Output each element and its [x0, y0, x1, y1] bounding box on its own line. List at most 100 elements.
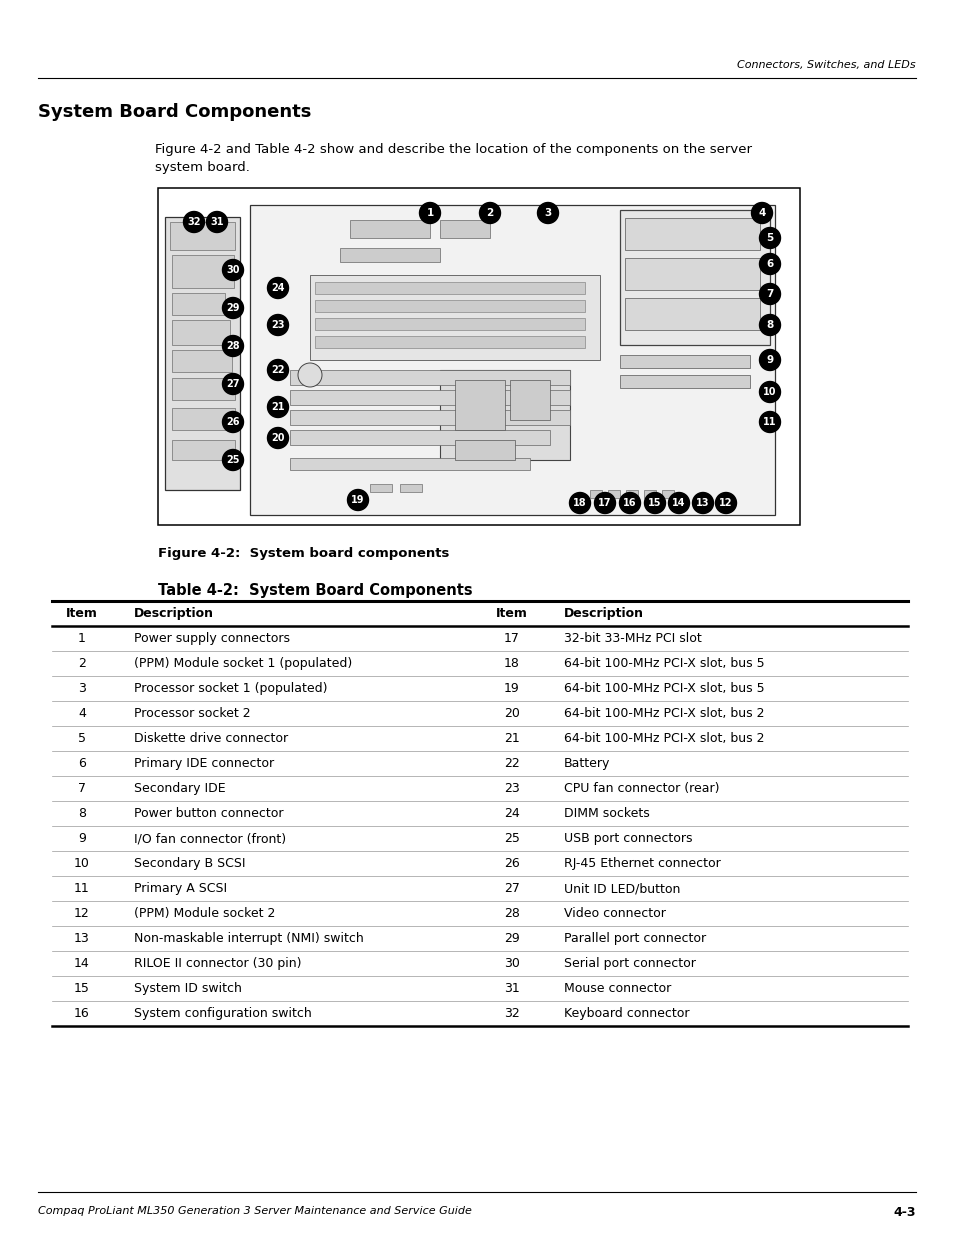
Text: 17: 17 — [503, 632, 519, 645]
Text: 11: 11 — [762, 417, 776, 427]
Text: 13: 13 — [696, 498, 709, 508]
Text: 31: 31 — [210, 217, 224, 227]
Text: Description: Description — [133, 606, 213, 620]
Circle shape — [759, 411, 780, 432]
Text: Compaq ProLiant ML350 Generation 3 Server Maintenance and Service Guide: Compaq ProLiant ML350 Generation 3 Serve… — [38, 1207, 472, 1216]
Circle shape — [267, 427, 288, 448]
Text: 12: 12 — [74, 906, 90, 920]
Text: 14: 14 — [672, 498, 685, 508]
Circle shape — [222, 336, 243, 357]
Text: 64-bit 100-MHz PCI-X slot, bus 2: 64-bit 100-MHz PCI-X slot, bus 2 — [563, 732, 763, 745]
Circle shape — [692, 493, 713, 514]
Text: 20: 20 — [271, 433, 284, 443]
Bar — [310, 275, 599, 359]
Circle shape — [297, 363, 322, 387]
Text: 32: 32 — [187, 217, 200, 227]
Text: 25: 25 — [503, 832, 519, 845]
Text: 5: 5 — [765, 233, 773, 243]
Text: 18: 18 — [503, 657, 519, 671]
Text: 10: 10 — [762, 387, 776, 396]
Text: 29: 29 — [226, 303, 239, 312]
Text: 28: 28 — [503, 906, 519, 920]
Text: DIMM sockets: DIMM sockets — [563, 806, 649, 820]
Bar — [619, 375, 749, 388]
Bar — [314, 317, 584, 330]
Bar — [624, 258, 760, 290]
Bar — [314, 300, 584, 312]
Circle shape — [594, 493, 615, 514]
Text: 30: 30 — [226, 266, 239, 275]
Text: Mouse connector: Mouse connector — [563, 982, 671, 995]
Bar — [290, 390, 569, 405]
Circle shape — [759, 227, 780, 248]
Bar — [172, 293, 225, 315]
Circle shape — [267, 359, 288, 380]
Text: 64-bit 100-MHz PCI-X slot, bus 2: 64-bit 100-MHz PCI-X slot, bus 2 — [563, 706, 763, 720]
Text: 32-bit 33-MHz PCI slot: 32-bit 33-MHz PCI slot — [563, 632, 701, 645]
Bar — [172, 408, 234, 430]
Text: 25: 25 — [226, 454, 239, 466]
Circle shape — [759, 382, 780, 403]
Text: 6: 6 — [765, 259, 773, 269]
Text: 27: 27 — [226, 379, 239, 389]
Bar — [172, 254, 233, 288]
Text: system board.: system board. — [154, 161, 250, 174]
Text: USB port connectors: USB port connectors — [563, 832, 692, 845]
Bar — [165, 217, 240, 490]
Bar — [455, 380, 504, 430]
Text: 5: 5 — [78, 732, 86, 745]
Text: 4: 4 — [78, 706, 86, 720]
Text: 7: 7 — [765, 289, 773, 299]
Circle shape — [644, 493, 665, 514]
Circle shape — [537, 203, 558, 224]
Text: Item: Item — [496, 606, 527, 620]
Text: Figure 4-2:  System board components: Figure 4-2: System board components — [158, 547, 449, 559]
Circle shape — [267, 396, 288, 417]
Bar — [170, 222, 234, 249]
Text: 8: 8 — [78, 806, 86, 820]
Circle shape — [759, 350, 780, 370]
Bar — [172, 378, 234, 400]
Text: RJ-45 Ethernet connector: RJ-45 Ethernet connector — [563, 857, 720, 869]
Text: Serial port connector: Serial port connector — [563, 957, 695, 969]
Circle shape — [569, 493, 590, 514]
Text: Power supply connectors: Power supply connectors — [133, 632, 290, 645]
Bar — [290, 430, 550, 445]
Text: I/O fan connector (front): I/O fan connector (front) — [133, 832, 286, 845]
Text: (PPM) Module socket 1 (populated): (PPM) Module socket 1 (populated) — [133, 657, 352, 671]
Text: 8: 8 — [765, 320, 773, 330]
Bar — [624, 298, 760, 330]
Text: Primary A SCSI: Primary A SCSI — [133, 882, 227, 895]
Text: 3: 3 — [544, 207, 551, 219]
Text: 12: 12 — [719, 498, 732, 508]
Text: 27: 27 — [503, 882, 519, 895]
Text: 64-bit 100-MHz PCI-X slot, bus 5: 64-bit 100-MHz PCI-X slot, bus 5 — [563, 682, 763, 695]
Circle shape — [222, 259, 243, 280]
Text: 26: 26 — [226, 417, 239, 427]
Text: System configuration switch: System configuration switch — [133, 1007, 312, 1020]
Bar — [439, 370, 569, 459]
Text: 4-3: 4-3 — [893, 1207, 915, 1219]
Text: 11: 11 — [74, 882, 90, 895]
Circle shape — [206, 211, 227, 232]
Bar — [619, 210, 769, 345]
Circle shape — [715, 493, 736, 514]
Text: 19: 19 — [351, 495, 364, 505]
Text: Battery: Battery — [563, 757, 610, 769]
Text: 15: 15 — [74, 982, 90, 995]
Bar — [625, 490, 638, 498]
Circle shape — [267, 315, 288, 336]
Bar — [158, 188, 800, 525]
Text: Unit ID LED/button: Unit ID LED/button — [563, 882, 679, 895]
Circle shape — [419, 203, 440, 224]
Text: System ID switch: System ID switch — [133, 982, 242, 995]
Circle shape — [183, 211, 204, 232]
Bar — [455, 440, 515, 459]
Bar — [510, 380, 550, 420]
Bar — [589, 490, 601, 498]
Text: Description: Description — [563, 606, 643, 620]
Circle shape — [751, 203, 772, 224]
Text: 22: 22 — [271, 366, 284, 375]
Bar — [350, 220, 430, 238]
Text: Primary IDE connector: Primary IDE connector — [133, 757, 274, 769]
